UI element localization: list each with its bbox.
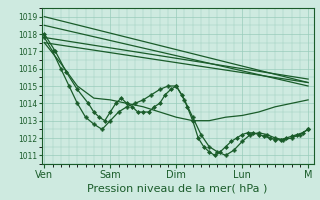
X-axis label: Pression niveau de la mer( hPa ): Pression niveau de la mer( hPa ) [87,184,268,194]
